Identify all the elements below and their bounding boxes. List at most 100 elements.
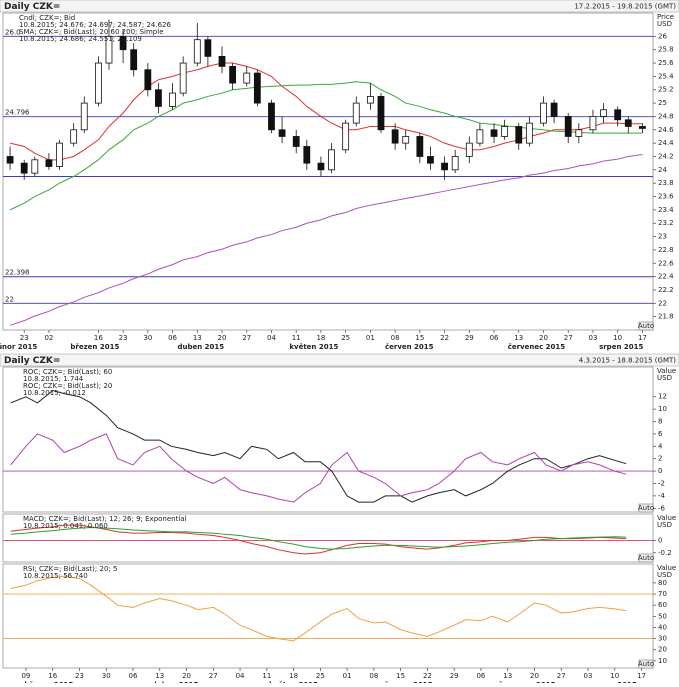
candle-body <box>292 136 300 147</box>
x-tick-label: 03 <box>584 672 593 680</box>
candle-body <box>391 129 399 144</box>
month-label: květen 2015 <box>289 343 338 351</box>
y-tick-label: 21.8 <box>658 313 674 321</box>
x-tick-label: 06 <box>490 334 499 342</box>
y-tick-label: 23.6 <box>658 193 674 201</box>
x-tick-label: 27 <box>209 672 218 680</box>
candle-body <box>80 102 88 131</box>
candle-body <box>193 39 201 64</box>
y-tick-label: -2 <box>658 479 665 487</box>
candle-body <box>624 119 632 127</box>
y-tick-label: 10 <box>658 405 667 413</box>
x-tick-label: 23 <box>20 334 29 342</box>
y-axis-label: USD <box>657 20 672 28</box>
x-tick-label: 01 <box>343 672 352 680</box>
y-tick-label: 6 <box>658 430 663 438</box>
legend-text: 10.8.2015; 1.744 <box>23 375 84 383</box>
reference-label: 26.0 <box>5 28 21 36</box>
legend-text: 10.8.2015; 56.740 <box>23 572 88 580</box>
x-tick-label: 04 <box>267 334 276 342</box>
candle-body <box>639 126 646 129</box>
x-tick-label: 18 <box>289 672 298 680</box>
month-label: červenec 2015 <box>508 343 566 351</box>
y-axis-label: Value <box>657 564 676 572</box>
candle-body <box>366 96 374 104</box>
y-axis-label: Value <box>657 514 676 522</box>
x-tick-label: 29 <box>450 672 459 680</box>
candle-body <box>155 89 162 107</box>
candle-body <box>441 162 448 171</box>
x-tick-label: 16 <box>48 672 57 680</box>
x-tick-label: 03 <box>588 334 597 342</box>
y-tick-label: 23.8 <box>658 179 674 187</box>
series-line <box>10 390 627 503</box>
auto-button[interactable] <box>638 321 654 331</box>
x-tick-label: 29 <box>465 334 474 342</box>
y-axis-label: USD <box>657 571 672 579</box>
legend-text: 10.8.2015; 0.041; 0.060 <box>23 522 108 530</box>
x-tick-label: 13 <box>514 334 523 342</box>
legend-text: 10.8.2015; 24.676; 24.697; 24.587; 24.62… <box>19 21 171 29</box>
auto-button[interactable] <box>638 659 654 669</box>
reference-label: 24.796 <box>5 109 30 117</box>
y-tick-label: 22.2 <box>658 286 674 294</box>
candle-body <box>352 102 360 124</box>
series-line <box>9 62 643 161</box>
candle-body <box>589 116 597 131</box>
y-tick-label: 24.2 <box>658 152 674 160</box>
y-tick-label: 25 <box>658 99 667 107</box>
plot-area <box>2 513 654 563</box>
candle-body <box>550 102 558 117</box>
y-tick-label: 60 <box>658 601 667 609</box>
legend-text: Cndl; CZK=; Bid <box>19 14 75 22</box>
plot-area <box>2 12 654 331</box>
header-bar <box>0 353 679 367</box>
month-label: únor 2015 <box>0 343 37 351</box>
x-tick-label: 25 <box>316 672 325 680</box>
reference-label: 22 <box>5 295 14 303</box>
x-tick-label: 30 <box>143 334 152 342</box>
month-label: duben 2015 <box>177 343 224 351</box>
auto-button[interactable] <box>638 503 654 513</box>
candle-body <box>317 162 325 171</box>
x-tick-label: 15 <box>396 672 405 680</box>
y-tick-label: 40 <box>658 623 667 631</box>
y-tick-label: -0.2 <box>658 549 672 557</box>
y-tick-label: -6 <box>658 504 666 512</box>
candle-body <box>342 122 350 151</box>
auto-button-label[interactable]: Auto <box>638 322 654 330</box>
month-label: srpen 2015 <box>599 343 643 351</box>
candle-body <box>56 142 63 167</box>
x-tick-label: 27 <box>242 334 251 342</box>
x-tick-label: 18 <box>316 334 325 342</box>
legend-text: ROC; CZK=; Bid(Last); 60 <box>23 368 112 376</box>
candle-body <box>70 129 78 144</box>
candle-body <box>614 109 622 121</box>
x-tick-label: 11 <box>292 334 301 342</box>
y-tick-label: 23.4 <box>658 206 674 214</box>
candle-body <box>229 65 237 84</box>
y-axis-label: USD <box>657 521 672 529</box>
y-axis-label: Price <box>657 13 674 21</box>
x-tick-label: 20 <box>530 672 539 680</box>
auto-button[interactable] <box>638 553 654 563</box>
y-tick-label: 25.8 <box>658 46 674 54</box>
y-tick-label: 26 <box>658 32 667 40</box>
auto-button-label[interactable]: Auto <box>638 554 654 562</box>
y-tick-label: 25.2 <box>658 86 674 94</box>
y-tick-label: 50 <box>658 612 667 620</box>
y-tick-label: 22.4 <box>658 273 674 281</box>
auto-button-label[interactable]: Auto <box>638 660 654 668</box>
candle-body <box>20 162 28 174</box>
x-tick-label: 23 <box>75 672 84 680</box>
y-tick-label: 2 <box>658 455 662 463</box>
y-tick-label: 24.6 <box>658 126 674 134</box>
candle-body <box>600 109 607 117</box>
x-tick-label: 22 <box>423 672 432 680</box>
x-tick-label: 20 <box>539 334 548 342</box>
auto-button-label[interactable]: Auto <box>638 504 654 512</box>
y-axis-label: USD <box>657 374 672 382</box>
x-tick-label: 06 <box>476 672 485 680</box>
candle-body <box>465 142 473 157</box>
